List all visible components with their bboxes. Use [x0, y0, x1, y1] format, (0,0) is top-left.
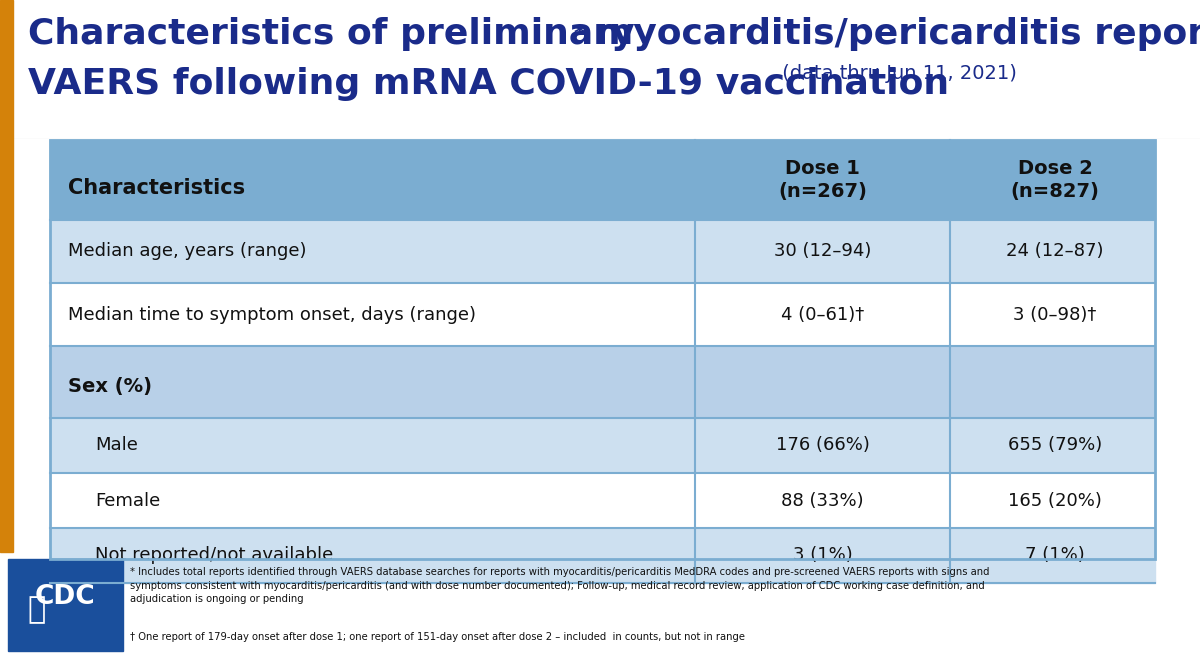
Bar	[50, 283, 1154, 346]
Text: Not reported/not available: Not reported/not available	[95, 546, 334, 564]
Text: * Includes total reports identified through VAERS database searches for reports : * Includes total reports identified thro…	[130, 567, 990, 604]
Text: Median time to symptom onset, days (range): Median time to symptom onset, days (rang…	[68, 305, 476, 323]
Text: Characteristics of preliminary: Characteristics of preliminary	[28, 17, 635, 51]
Bar	[50, 418, 1154, 473]
Text: 7 (1%): 7 (1%)	[1025, 546, 1085, 564]
Text: 3 (0–98)†: 3 (0–98)†	[1013, 305, 1097, 323]
Text: Characteristics: Characteristics	[68, 178, 245, 198]
Text: Median age, years (range): Median age, years (range)	[68, 243, 306, 261]
Text: myocarditis/pericarditis reports to: myocarditis/pericarditis reports to	[583, 17, 1200, 51]
Text: *: *	[574, 24, 586, 44]
Text: Female: Female	[95, 492, 161, 510]
Bar	[0, 0, 13, 552]
Bar	[50, 140, 1154, 559]
Text: Dose 2
(n=827): Dose 2 (n=827)	[1010, 159, 1099, 201]
Bar	[50, 528, 1154, 583]
Text: 24 (12–87): 24 (12–87)	[1007, 243, 1104, 261]
Bar	[50, 473, 1154, 528]
Text: 165 (20%): 165 (20%)	[1008, 492, 1102, 510]
Text: 3 (1%): 3 (1%)	[793, 546, 852, 564]
Text: 4 (0–61)†: 4 (0–61)†	[781, 305, 864, 323]
Text: 176 (66%): 176 (66%)	[775, 436, 870, 454]
Bar	[13, 0, 1200, 137]
Bar	[50, 346, 1154, 418]
Text: Male: Male	[95, 436, 138, 454]
Text: 655 (79%): 655 (79%)	[1008, 436, 1102, 454]
Bar	[50, 220, 1154, 283]
Bar	[0, 0, 1200, 137]
Text: † One report of 179-day onset after dose 1; one report of 151-day onset after do: † One report of 179-day onset after dose…	[130, 632, 745, 642]
Text: 88 (33%): 88 (33%)	[781, 492, 864, 510]
Text: 🛡: 🛡	[28, 596, 46, 624]
Text: VAERS following mRNA COVID-19 vaccination: VAERS following mRNA COVID-19 vaccinatio…	[28, 67, 949, 101]
Text: CDC: CDC	[35, 584, 95, 610]
Text: Dose 1
(n=267): Dose 1 (n=267)	[778, 159, 866, 201]
Bar	[50, 140, 1154, 220]
Bar	[8, 559, 124, 651]
Text: 30 (12–94): 30 (12–94)	[774, 243, 871, 261]
Text: Sex (%): Sex (%)	[68, 377, 152, 396]
Text: (data thru Jun 11, 2021): (data thru Jun 11, 2021)	[776, 64, 1016, 83]
